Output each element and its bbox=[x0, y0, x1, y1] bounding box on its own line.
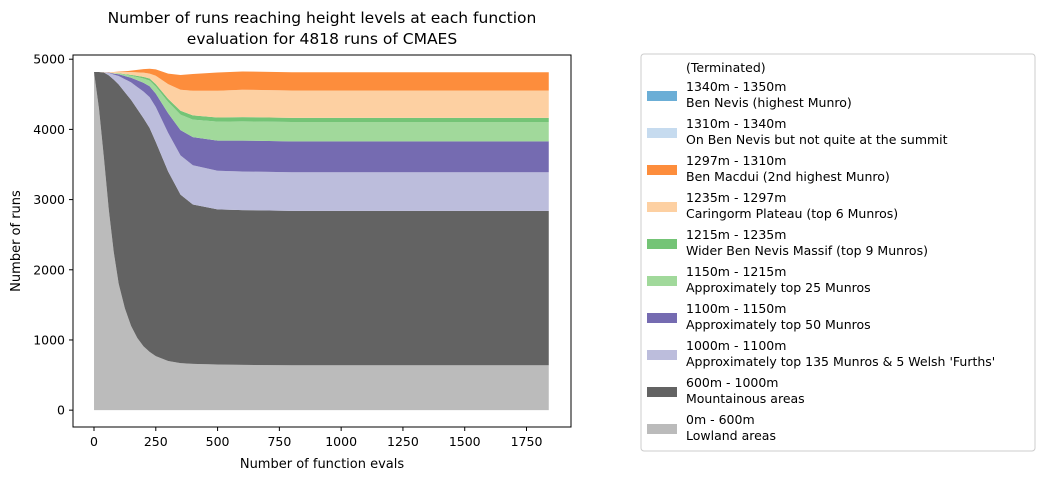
legend-entry-desc: Caringorm Plateau (top 6 Munros) bbox=[686, 206, 898, 221]
x-tick-label: 0 bbox=[90, 434, 98, 449]
legend-entry-desc: Ben Nevis (highest Munro) bbox=[686, 95, 852, 110]
x-tick-label: 250 bbox=[144, 434, 168, 449]
legend-swatch bbox=[647, 313, 677, 323]
legend-box bbox=[640, 53, 1036, 452]
legend-entry-desc: Lowland areas bbox=[686, 428, 776, 443]
area-series-7 bbox=[94, 68, 549, 91]
area-series-2 bbox=[94, 71, 549, 211]
area-series-1 bbox=[94, 71, 549, 366]
legend-entry-name: 1150m - 1215m bbox=[686, 264, 786, 279]
chart-title-line-2: evaluation for 4818 runs of CMAES bbox=[187, 30, 457, 48]
legend-entry-desc: Wider Ben Nevis Massif (top 9 Munros) bbox=[686, 243, 928, 258]
legend-entry-name: 1310m - 1340m bbox=[686, 116, 786, 131]
x-axis-label: Number of function evals bbox=[240, 457, 405, 472]
legend-entry-name: 1215m - 1235m bbox=[686, 227, 786, 242]
x-tick-label: 1000 bbox=[325, 434, 357, 449]
legend-entry-desc: Approximately top 135 Munros & 5 Welsh '… bbox=[686, 354, 995, 369]
y-axis: 0 1000 2000 3000 4000 5000 bbox=[33, 52, 73, 418]
x-tick-label: 750 bbox=[267, 434, 291, 449]
legend-entry-desc: Ben Macdui (2nd highest Munro) bbox=[686, 169, 890, 184]
legend-entry-name: 1297m - 1310m bbox=[686, 153, 786, 168]
area-series-4 bbox=[94, 71, 549, 142]
legend-swatch bbox=[647, 239, 677, 249]
x-tick-label: 500 bbox=[206, 434, 230, 449]
legend-entry-desc: On Ben Nevis but not quite at the summit bbox=[686, 132, 948, 147]
y-tick-label: 3000 bbox=[33, 192, 65, 207]
y-tick-label: 0 bbox=[57, 403, 65, 418]
area-series-6 bbox=[94, 71, 549, 118]
y-tick-label: 5000 bbox=[33, 52, 65, 67]
y-tick-label: 4000 bbox=[33, 122, 65, 137]
area-series-5 bbox=[94, 71, 549, 123]
area-series-0 bbox=[94, 71, 549, 411]
plot-frame bbox=[72, 54, 572, 428]
legend-entry-name: 600m - 1000m bbox=[686, 375, 778, 390]
chart-title-line-1: Number of runs reaching height levels at… bbox=[108, 9, 537, 27]
legend-entry-name: 1000m - 1100m bbox=[686, 338, 786, 353]
y-axis-label: Number of runs bbox=[9, 190, 24, 292]
y-tick-label: 1000 bbox=[33, 332, 65, 347]
legend-swatch bbox=[647, 202, 677, 212]
legend-swatch bbox=[647, 350, 677, 360]
x-tick-label: 1500 bbox=[449, 434, 481, 449]
legend-entry-name: 0m - 600m bbox=[686, 412, 755, 427]
legend-swatch bbox=[647, 91, 677, 101]
chart-title: Number of runs reaching height levels at… bbox=[108, 9, 537, 48]
legend-swatch bbox=[647, 165, 677, 175]
x-tick-label: 1250 bbox=[387, 434, 419, 449]
legend-header: (Terminated) bbox=[686, 60, 766, 75]
area-series-3 bbox=[94, 71, 549, 173]
y-tick-label: 2000 bbox=[33, 262, 65, 277]
area-series-group bbox=[94, 68, 549, 411]
legend-entry-desc: Approximately top 25 Munros bbox=[686, 280, 871, 295]
x-axis: 0 250 500 750 1000 1250 1500 1750 bbox=[90, 427, 542, 449]
legend-entry-name: 1235m - 1297m bbox=[686, 190, 786, 205]
legend-entry-desc: Approximately top 50 Munros bbox=[686, 317, 871, 332]
x-tick-label: 1750 bbox=[511, 434, 543, 449]
legend-swatch bbox=[647, 424, 677, 434]
legend-swatch bbox=[647, 276, 677, 286]
legend-swatch bbox=[647, 387, 677, 397]
legend-entry-name: 1100m - 1150m bbox=[686, 301, 786, 316]
legend-entry-name: 1340m - 1350m bbox=[686, 79, 786, 94]
legend-swatch bbox=[647, 128, 677, 138]
legend-entry-desc: Mountainous areas bbox=[686, 391, 805, 406]
